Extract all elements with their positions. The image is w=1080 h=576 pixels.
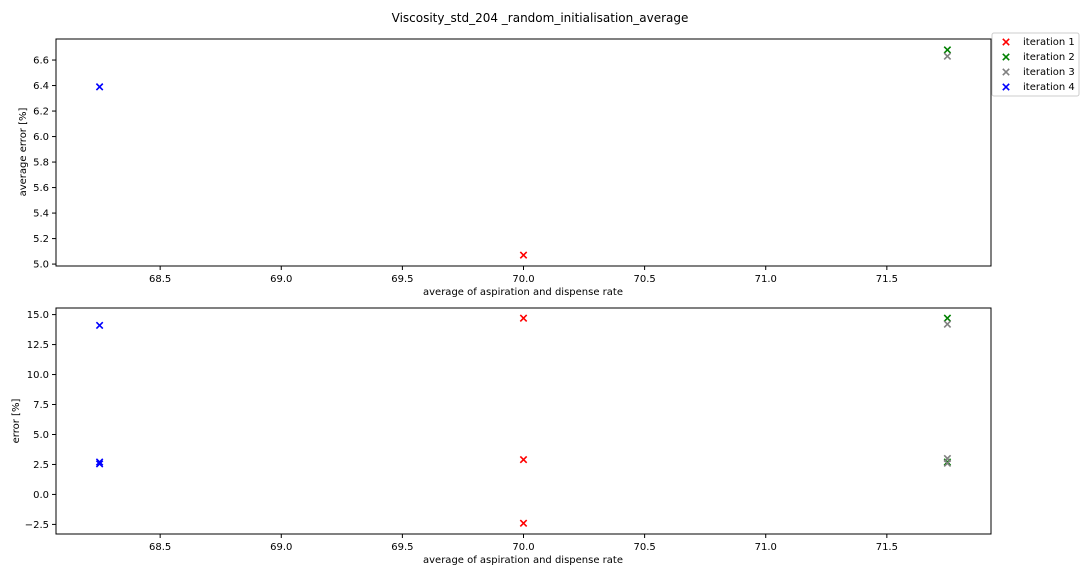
bottom-panel-x-tick-label: 71.5 bbox=[876, 542, 898, 553]
bottom-panel-x-tick-label: 69.0 bbox=[270, 542, 292, 553]
top-panel-y-tick-label: 6.2 bbox=[33, 107, 49, 118]
bottom-panel-x-label: average of aspiration and dispense rate bbox=[423, 555, 623, 566]
top-panel-y-tick-label: 6.4 bbox=[33, 81, 49, 92]
bottom-panel-point-iteration-1 bbox=[519, 519, 528, 527]
top-panel: 68.5 69.0 69.5 70.0 70.5 71.0 71.5 5.05.25.45.… bbox=[18, 38, 992, 298]
top-panel-x-tick-label: 70.0 bbox=[512, 274, 534, 285]
top-panel-point-iteration-3 bbox=[943, 52, 952, 60]
top-panel-y-tick-label: 6.0 bbox=[33, 132, 49, 143]
top-panel-y-label: average error [%] bbox=[18, 107, 29, 196]
bottom-panel-marks bbox=[95, 314, 952, 527]
top-panel-x-tick-label: 71.5 bbox=[876, 274, 898, 285]
bottom-panel-x-tick-label: 71.0 bbox=[755, 542, 777, 553]
top-panel-x-tick-label: 68.5 bbox=[149, 274, 171, 285]
legend-label-iteration-2: iteration 2 bbox=[1023, 52, 1075, 63]
bottom-panel-y-tick-label: 15.0 bbox=[27, 310, 49, 321]
top-panel-x-tick-label: 69.5 bbox=[391, 274, 413, 285]
bottom-panel-y-ticks: −2.5 0.0 2.5 5.0 7.5 10.0 12.5 15.0 bbox=[25, 310, 56, 531]
bottom-panel-y-tick-label: 10.0 bbox=[27, 370, 49, 381]
legend-markers bbox=[1002, 38, 1010, 91]
bottom-panel-y-tick-label: 7.5 bbox=[33, 400, 49, 411]
top-panel-y-tick-label: 5.6 bbox=[33, 183, 49, 194]
top-panel-point-iteration-2 bbox=[943, 46, 952, 54]
top-panel-point-iteration-4 bbox=[95, 83, 104, 91]
top-panel-y-tick-label: 5.0 bbox=[33, 260, 49, 271]
bottom-panel-y-tick-label: −2.5 bbox=[25, 520, 49, 531]
legend-label-iteration-1: iteration 1 bbox=[1023, 37, 1075, 48]
bottom-panel-point-iteration-2 bbox=[943, 314, 952, 322]
bottom-panel-y-tick-label: 12.5 bbox=[27, 340, 49, 351]
top-panel-y-tick-label: 5.4 bbox=[33, 209, 49, 220]
bottom-panel-point-iteration-3 bbox=[943, 320, 952, 328]
bottom-panel-point-iteration-1 bbox=[519, 455, 528, 464]
bottom-panel-point-iteration-1 bbox=[519, 314, 528, 322]
top-panel-y-tick-label: 5.8 bbox=[33, 158, 49, 169]
legend-marker-iteration-1 bbox=[1002, 38, 1010, 46]
top-panel-y-tick-label: 6.6 bbox=[33, 56, 49, 67]
bottom-panel-y-tick-label: 5.0 bbox=[33, 430, 49, 441]
legend-marker-iteration-3 bbox=[1002, 68, 1010, 76]
bottom-panel-x-ticks: 68.5 69.0 69.5 70.0 70.5 71.0 71.5 bbox=[149, 534, 898, 553]
top-panel-x-tick-label: 69.0 bbox=[270, 274, 292, 285]
bottom-panel-point-iteration-4 bbox=[95, 458, 104, 466]
top-panel-y-ticks: 5.0 5.2 5.4 5.6 5.8 6.0 6.2 6.4 6.6 bbox=[33, 56, 56, 271]
top-panel-x-ticks: 68.5 69.0 69.5 70.0 70.5 71.0 71.5 bbox=[149, 266, 898, 285]
top-panel-y-tick-label: 5.2 bbox=[33, 234, 49, 245]
top-panel-marks bbox=[95, 46, 952, 259]
top-panel-x-tick-label: 71.0 bbox=[755, 274, 777, 285]
bottom-panel-x-tick-label: 70.5 bbox=[633, 542, 655, 553]
legend-box bbox=[991, 32, 1080, 97]
bottom-panel-x-tick-label: 68.5 bbox=[149, 542, 171, 553]
bottom-panel-point-iteration-3 bbox=[943, 459, 952, 468]
chart-title: Viscosity_std_204 _random_initialisation… bbox=[392, 11, 689, 25]
bottom-panel-x-tick-label: 69.5 bbox=[391, 542, 413, 553]
bottom-panel-point-iteration-4 bbox=[95, 460, 104, 468]
bottom-panel-point-iteration-4 bbox=[95, 321, 104, 330]
bottom-panel-y-tick-label: 2.5 bbox=[33, 460, 49, 471]
legend: iteration 1 iteration 2 iteration 3 iter… bbox=[991, 32, 1080, 97]
bottom-panel-x-tick-label: 70.0 bbox=[512, 542, 534, 553]
legend-marker-iteration-4 bbox=[1002, 83, 1010, 91]
bottom-panel-y-label: error [%] bbox=[11, 399, 22, 444]
legend-label-iteration-4: iteration 4 bbox=[1023, 82, 1075, 93]
bottom-panel-y-tick-label: 0.0 bbox=[33, 490, 49, 501]
legend-label-iteration-3: iteration 3 bbox=[1023, 67, 1075, 78]
legend-marker-iteration-2 bbox=[1002, 53, 1010, 61]
top-panel-x-label: average of aspiration and dispense rate bbox=[423, 287, 623, 298]
top-panel-x-tick-label: 70.5 bbox=[633, 274, 655, 285]
bottom-panel: 68.5 69.0 69.5 70.0 70.5 71.0 71.5 −2.5 0.0 2.5 5… bbox=[11, 307, 992, 566]
top-panel-point-iteration-1 bbox=[519, 251, 528, 259]
